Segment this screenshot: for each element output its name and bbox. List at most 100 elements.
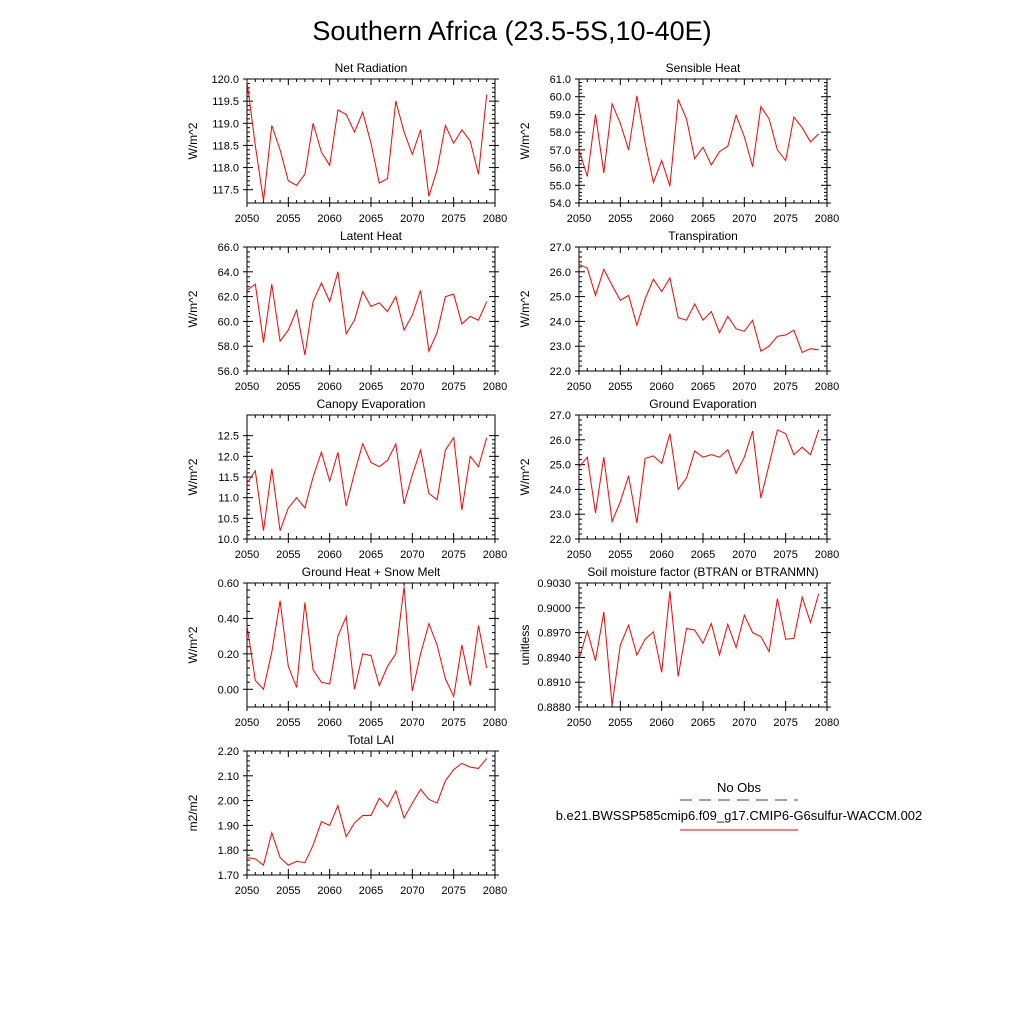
y-tick-label: 0.8970 — [537, 628, 571, 640]
x-tick-label: 2070 — [732, 381, 756, 393]
y-tick-label: 119.5 — [212, 96, 239, 108]
panel-title: Net Radiation — [335, 61, 408, 75]
y-tick-label: 0.9030 — [537, 578, 571, 590]
plot-frame — [578, 246, 828, 372]
x-tick-label: 2070 — [732, 717, 756, 729]
chart-panel: Transpiration W/m^2 2050 2055 2060 2065 2070 20… — [518, 229, 839, 393]
x-tick-label: 2065 — [691, 717, 715, 729]
y-tick-label: 25.0 — [550, 460, 571, 472]
x-tick-label: 2060 — [317, 381, 341, 393]
y-tick-label: 24.0 — [550, 484, 571, 496]
x-tick-label: 2055 — [608, 213, 632, 225]
x-tick-label: 2075 — [773, 549, 797, 561]
x-tick-label: 2070 — [400, 717, 424, 729]
y-tick-label: 118.5 — [212, 140, 239, 152]
x-tick-label: 2070 — [732, 213, 756, 225]
x-tick-label: 2055 — [608, 717, 632, 729]
y-tick-label: 22.0 — [550, 366, 571, 378]
x-tick-label: 2050 — [567, 381, 591, 393]
y-axis-label: unitless — [518, 625, 532, 666]
series-line — [246, 271, 488, 355]
y-axis-label: W/m^2 — [518, 122, 532, 159]
x-tick-label: 2060 — [649, 549, 673, 561]
y-tick-label: 117.5 — [212, 185, 239, 197]
y-tick-label: 27.0 — [550, 242, 571, 254]
y-tick-label: 2.10 — [218, 771, 239, 783]
x-tick-label: 2050 — [235, 549, 259, 561]
x-tick-label: 2080 — [483, 885, 507, 897]
y-axis-label: W/m^2 — [186, 626, 200, 663]
x-tick-label: 2065 — [359, 381, 383, 393]
x-tick-label: 2070 — [400, 885, 424, 897]
plot-frame — [578, 582, 828, 708]
y-axis-label: W/m^2 — [518, 290, 532, 327]
x-tick-label: 2065 — [359, 717, 383, 729]
panel-title: Soil moisture factor (BTRAN or BTRANMN) — [587, 565, 818, 579]
legend-model-label: b.e21.BWSSP585cmip6.f09_g17.CMIP6-G6sulf… — [556, 808, 923, 823]
figure-title: Southern Africa (23.5-5S,10-40E) — [312, 16, 711, 46]
chart-panel: Net Radiation W/m^2 2050 2055 2060 2065 2070 20… — [186, 61, 507, 225]
x-tick-label: 2075 — [441, 717, 465, 729]
y-tick-label: 56.0 — [550, 163, 571, 175]
legend: No Obs b.e21.BWSSP585cmip6.f09_g17.CMIP6… — [556, 780, 923, 831]
y-tick-label: 25.0 — [550, 292, 571, 304]
series-line — [578, 591, 820, 706]
y-tick-label: 0.00 — [218, 684, 239, 696]
x-tick-label: 2060 — [317, 213, 341, 225]
y-tick-label: 0.9000 — [537, 603, 571, 615]
x-tick-label: 2055 — [608, 381, 632, 393]
x-tick-label: 2050 — [235, 885, 259, 897]
x-tick-label: 2065 — [691, 213, 715, 225]
y-tick-label: 55.0 — [550, 180, 571, 192]
series-line — [578, 263, 819, 354]
x-tick-label: 2060 — [317, 549, 341, 561]
y-tick-label: 1.80 — [218, 845, 239, 857]
x-tick-label: 2050 — [235, 381, 259, 393]
series-line — [246, 81, 488, 201]
y-tick-label: 119.0 — [212, 118, 239, 130]
panel-title: Total LAI — [348, 733, 395, 747]
x-tick-label: 2080 — [815, 213, 839, 225]
chart-panel: Canopy Evaporation W/m^2 2050 2055 2060 2065 2… — [186, 397, 507, 561]
x-tick-label: 2055 — [276, 885, 300, 897]
x-tick-label: 2060 — [649, 213, 673, 225]
x-tick-label: 2070 — [400, 549, 424, 561]
series-line — [578, 95, 820, 187]
x-tick-label: 2075 — [441, 885, 465, 897]
y-tick-label: 11.5 — [218, 472, 239, 484]
chart-panels: Net Radiation W/m^2 2050 2055 2060 2065 2070 20… — [186, 61, 839, 897]
x-tick-label: 2080 — [483, 717, 507, 729]
x-tick-label: 2075 — [441, 381, 465, 393]
y-tick-label: 0.20 — [218, 649, 239, 661]
y-tick-label: 54.0 — [550, 198, 571, 210]
y-tick-label: 22.0 — [550, 534, 571, 546]
y-tick-label: 23.0 — [550, 509, 571, 521]
x-tick-label: 2060 — [649, 717, 673, 729]
series-line — [246, 586, 488, 699]
y-tick-label: 58.0 — [550, 127, 571, 139]
x-tick-label: 2075 — [773, 381, 797, 393]
y-axis-label: W/m^2 — [186, 458, 200, 495]
y-tick-label: 26.0 — [550, 267, 571, 279]
plot-frame — [578, 414, 828, 540]
y-tick-label: 58.0 — [218, 341, 239, 353]
y-tick-label: 12.0 — [218, 451, 239, 463]
y-tick-label: 60.0 — [218, 316, 239, 328]
x-tick-label: 2080 — [483, 381, 507, 393]
y-axis-label: W/m^2 — [186, 290, 200, 327]
x-tick-label: 2080 — [815, 717, 839, 729]
y-tick-label: 0.60 — [218, 578, 239, 590]
y-tick-label: 23.0 — [550, 341, 571, 353]
y-tick-label: 1.70 — [218, 870, 239, 882]
x-tick-label: 2050 — [235, 717, 259, 729]
x-tick-label: 2050 — [567, 213, 591, 225]
plot-frame — [246, 582, 496, 708]
x-tick-label: 2050 — [567, 717, 591, 729]
x-tick-label: 2050 — [235, 213, 259, 225]
plot-frame — [246, 78, 496, 204]
x-tick-label: 2080 — [483, 549, 507, 561]
x-tick-label: 2055 — [276, 549, 300, 561]
y-tick-label: 12.5 — [218, 431, 239, 443]
y-tick-label: 2.00 — [218, 796, 239, 808]
